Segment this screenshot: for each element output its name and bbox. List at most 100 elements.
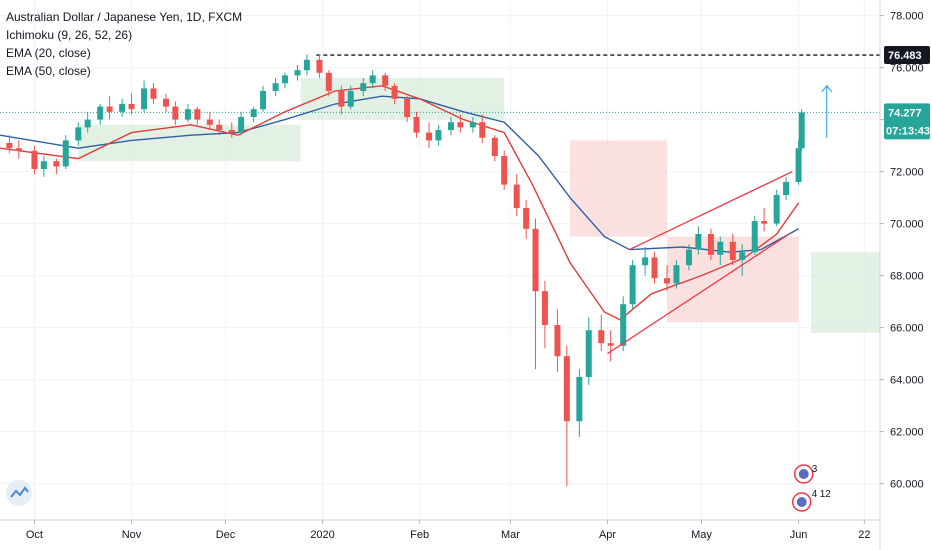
candle-body[interactable] [707,234,714,255]
candle-body[interactable] [228,130,235,133]
last-price-tag-text: 74.277 [888,107,922,119]
high-level-tag-text: 76.483 [888,50,922,62]
y-tick-label: 72.000 [890,167,924,179]
candle-body[interactable] [607,343,614,346]
candle-body[interactable] [532,228,539,292]
candle-body[interactable] [457,122,464,128]
candle-body[interactable] [447,122,454,130]
cloud-segment [811,252,880,333]
legend-ichimoku[interactable]: Ichimoku (9, 26, 52, 26) [6,28,133,42]
candle-body[interactable] [426,132,433,141]
candle-body[interactable] [53,161,60,167]
candle-body[interactable] [128,104,135,110]
candle-body[interactable] [795,148,802,182]
x-tick-label: Feb [410,529,429,541]
candle-body[interactable] [150,88,157,99]
candle-body[interactable] [303,59,310,71]
candle-body[interactable] [141,88,148,110]
x-tick-label: Nov [122,529,142,541]
price-tags: 76.483 74.277 07:13:43 [884,46,930,140]
candle-body[interactable] [391,85,398,99]
candle-body[interactable] [206,119,213,125]
legend-title[interactable]: Australian Dollar / Japanese Yen, 1D, FX… [6,10,243,24]
candle-body[interactable] [184,109,191,120]
candle-body[interactable] [695,234,702,250]
candle-body[interactable] [360,83,367,91]
candle-body[interactable] [238,117,245,133]
channel-line[interactable] [629,171,793,251]
candle-body[interactable] [751,221,758,253]
candle-body[interactable] [97,106,104,120]
candle-body[interactable] [773,195,780,224]
candle-body[interactable] [664,278,671,284]
candle-body[interactable] [554,325,561,357]
candle-body[interactable] [585,330,592,377]
x-tick-label: Oct [26,529,43,541]
candle-body[interactable] [501,156,508,185]
arrow-up-head [821,85,833,93]
candle-body[interactable] [382,75,389,86]
candle-body[interactable] [40,161,47,169]
candle-body[interactable] [479,122,486,138]
candle-body[interactable] [761,221,768,224]
candle-body[interactable] [642,257,649,266]
candle-body[interactable] [541,291,548,325]
candle-body[interactable] [31,150,38,169]
candle-body[interactable] [435,130,442,141]
candle-body[interactable] [84,119,91,128]
candle-body[interactable] [347,91,354,107]
candle-body[interactable] [216,124,223,130]
candle-body[interactable] [172,106,179,120]
tradingview-logo[interactable] [6,480,32,506]
event-count-bottom-a: 4 [812,489,818,500]
candle-body[interactable] [783,182,790,195]
candle-body[interactable] [576,377,583,422]
candle-body[interactable] [563,356,570,422]
candle-body[interactable] [294,70,301,76]
candle-body[interactable] [673,265,680,284]
candle-body[interactable] [413,117,420,133]
candle-body[interactable] [685,249,692,266]
candle-body[interactable] [651,257,658,279]
candle-body[interactable] [338,91,345,107]
candle-body[interactable] [106,106,113,112]
candle-body[interactable] [272,83,279,91]
candle-body[interactable] [325,72,332,91]
legend-ema20[interactable]: EMA (20, close) [6,46,91,60]
candle-body[interactable] [404,98,411,117]
event-markers: 3 4 12 [791,464,831,512]
candle-body[interactable] [194,109,201,120]
candle-body[interactable] [119,104,126,112]
candle-body[interactable] [717,241,724,255]
x-tick-label: 22 [858,529,870,541]
candle-body[interactable] [162,98,169,107]
x-tick-label: Apr [599,529,616,541]
candle-body[interactable] [469,122,476,128]
candle-body[interactable] [739,252,746,260]
channel-line[interactable] [607,233,790,355]
candle-body[interactable] [6,143,13,149]
candle-body[interactable] [250,109,257,117]
candle-body[interactable] [513,184,520,208]
candle-body[interactable] [15,148,22,151]
candle-body[interactable] [620,304,627,346]
candle-body[interactable] [491,137,498,156]
cloud-segment [569,140,668,237]
candle-body[interactable] [729,241,736,260]
candle-body[interactable] [316,59,323,73]
candle-body[interactable] [798,112,805,149]
candles [6,54,805,487]
x-tick-label: May [691,529,712,541]
candle-body[interactable] [598,330,605,344]
event-count-top: 3 [812,464,818,475]
high-level-tag [884,46,930,65]
legend-ema50[interactable]: EMA (50, close) [6,64,91,78]
candle-body[interactable] [629,265,636,305]
candle-body[interactable] [523,208,530,229]
candle-body[interactable] [260,91,267,110]
candle-body[interactable] [281,75,288,84]
candle-body[interactable] [62,140,69,167]
candle-body[interactable] [369,75,376,84]
candle-body[interactable] [75,127,82,141]
